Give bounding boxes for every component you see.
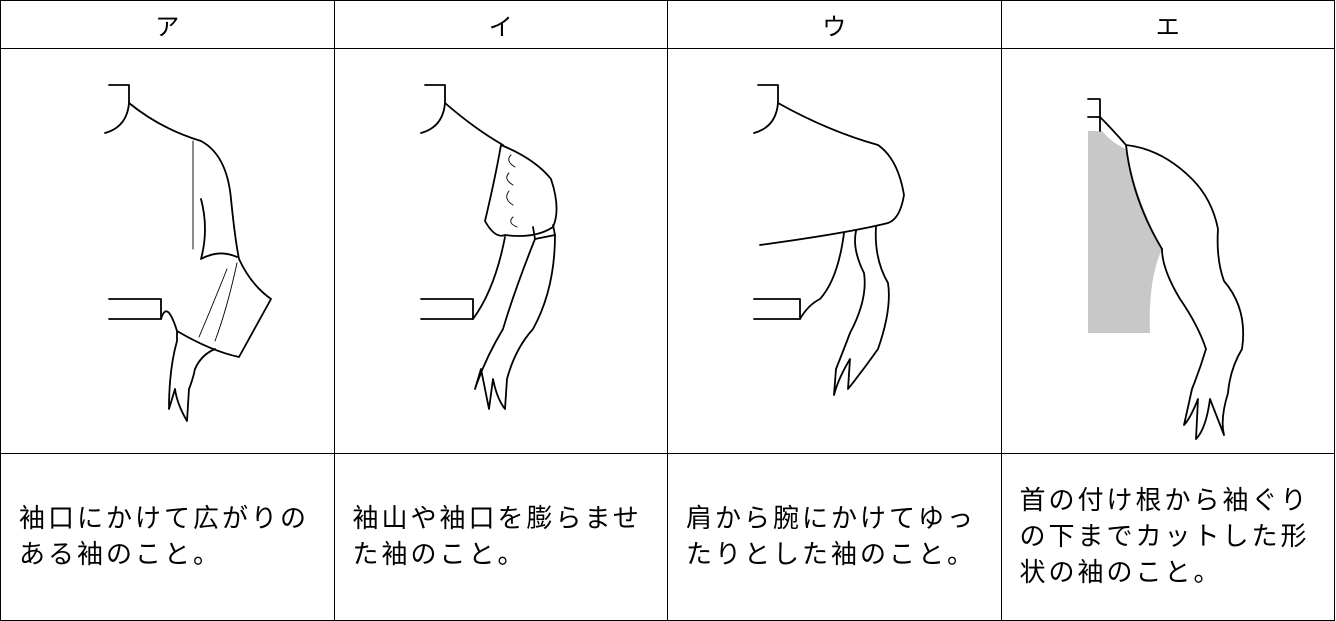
description-line: 袖口にかけて広がりの xyxy=(19,504,310,534)
description-line: 袖山や袖口を膨らませ xyxy=(352,504,642,534)
header-cell: ウ xyxy=(667,0,1002,49)
american-sleeve-illustration xyxy=(1086,98,1244,440)
image-cell xyxy=(0,48,335,454)
header-cell: エ xyxy=(1000,0,1335,49)
puff-sleeve-illustration xyxy=(419,84,557,410)
image-cell xyxy=(1000,48,1335,454)
header-cell: イ xyxy=(333,0,668,49)
header-row: ア イ ウ エ xyxy=(0,0,1335,49)
image-cell xyxy=(667,48,1002,454)
description-line: の下までカットした形 xyxy=(1019,522,1310,552)
description-line: 状の袖のこと。 xyxy=(1019,558,1223,588)
description-cell: 袖口にかけて広がりの ある袖のこと。 xyxy=(0,453,335,621)
header-cell: ア xyxy=(0,0,335,49)
description-cell: 肩から腕にかけてゆっ たりとした袖のこと。 xyxy=(667,453,1002,621)
description-line: ある袖のこと。 xyxy=(19,540,223,570)
bell-sleeve-illustration xyxy=(104,84,272,422)
description-line: 首の付け根から袖ぐり xyxy=(1019,486,1310,516)
cape-sleeve-illustration xyxy=(753,84,905,396)
description-line: たりとした袖のこと。 xyxy=(686,540,977,570)
description-cell: 袖山や袖口を膨らませ た袖のこと。 xyxy=(333,453,668,621)
description-cell: 首の付け根から袖ぐり の下までカットした形 状の袖のこと。 xyxy=(1000,453,1335,621)
image-cell xyxy=(333,48,668,454)
description-line: 肩から腕にかけてゆっ xyxy=(686,504,977,534)
description-line: た袖のこと。 xyxy=(352,540,527,570)
image-row xyxy=(0,48,1335,454)
description-row: 袖口にかけて広がりの ある袖のこと。 袖山や袖口を膨らませ た袖のこと。 肩から腕に… xyxy=(0,453,1335,621)
